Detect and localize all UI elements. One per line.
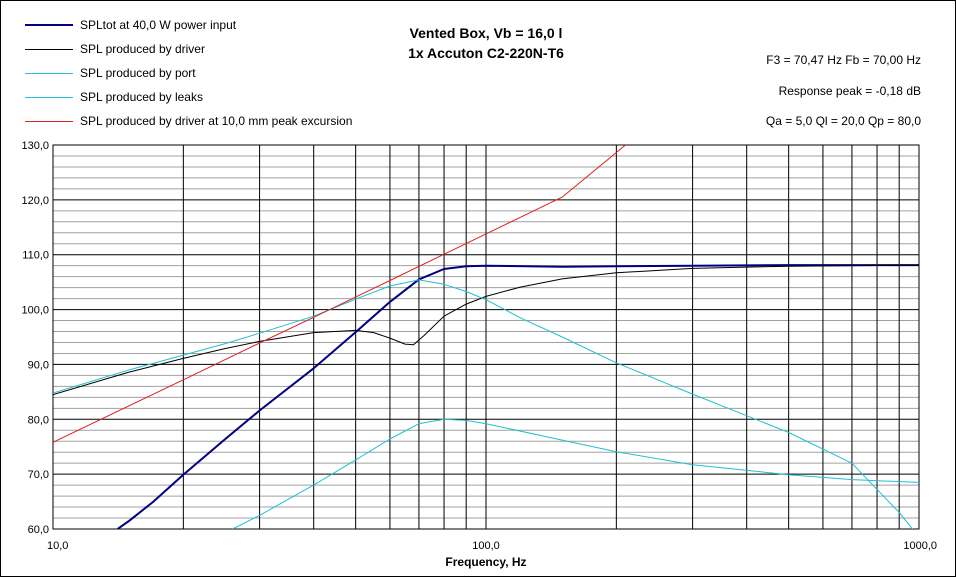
legend-swatch-leaks <box>25 97 73 98</box>
y-tick-label: 110,0 <box>22 250 49 262</box>
legend-label-driver: SPL produced by driver <box>80 42 205 56</box>
legend-swatch-spltot <box>25 24 73 26</box>
x-tick-label: 1000,0 <box>903 540 937 552</box>
series-line-1 <box>53 264 919 396</box>
legend-label-spltot: SPLtot at 40,0 W power input <box>80 18 237 32</box>
legend-swatch-port <box>25 73 73 74</box>
info-response-peak: Response peak = -0,18 dB <box>778 84 921 98</box>
x-tick-label: 10,0 <box>47 540 68 552</box>
chart-subtitle: 1x Accuton C2-220N-T6 <box>408 45 564 61</box>
y-tick-label: 70,0 <box>28 469 49 481</box>
x-axis-label: Frequency, Hz <box>445 555 526 569</box>
legend-swatch-driver <box>25 49 73 50</box>
info-q-values: Qa = 5,0 Ql = 20,0 Qp = 80,0 <box>765 114 921 128</box>
series-line-2 <box>53 279 914 529</box>
legend-label-port: SPL produced by port <box>80 66 196 80</box>
series-line-4 <box>53 145 626 443</box>
series-line-3 <box>232 418 919 529</box>
legend-swatch-excursion <box>25 121 73 122</box>
y-tick-label: 130,0 <box>21 140 49 152</box>
legend-label-leaks: SPL produced by leaks <box>80 90 203 104</box>
chart-title: Vented Box, Vb = 16,0 l <box>409 25 563 41</box>
plot-area-border <box>52 144 920 530</box>
y-tick-label: 60,0 <box>28 524 49 536</box>
x-tick-label: 100,0 <box>472 540 500 552</box>
legend-label-excursion: SPL produced by driver at 10,0 mm peak e… <box>80 114 353 128</box>
y-tick-label: 120,0 <box>21 195 49 207</box>
y-tick-label: 80,0 <box>28 414 49 426</box>
info-f3-fb: F3 = 70,47 Hz Fb = 70,00 Hz <box>766 53 921 67</box>
y-tick-label: 90,0 <box>28 359 49 371</box>
y-tick-label: 100,0 <box>21 305 49 317</box>
